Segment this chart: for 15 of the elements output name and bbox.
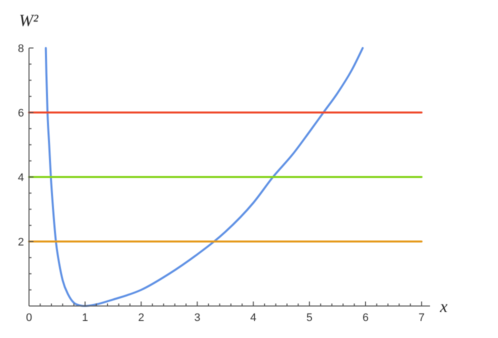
y-tick-label: 8 — [18, 43, 24, 55]
y-axis-title: W² — [19, 11, 40, 30]
y-tick-label: 6 — [18, 108, 24, 120]
line-series — [44, 47, 364, 307]
x-tick-label: 0 — [26, 312, 32, 324]
y-tick-label: 2 — [18, 236, 24, 248]
x-tick-label: 3 — [194, 312, 200, 324]
x-tick-label: 2 — [138, 312, 144, 324]
x-tick-label: 7 — [418, 312, 425, 324]
y-tick-label: 4 — [18, 172, 24, 184]
x-tick-label: 5 — [306, 312, 312, 324]
x-tick-label: 6 — [362, 312, 369, 324]
x-tick-label: 4 — [250, 312, 256, 324]
x-axis-title: x — [439, 297, 448, 316]
x-tick-label: 1 — [82, 312, 88, 324]
